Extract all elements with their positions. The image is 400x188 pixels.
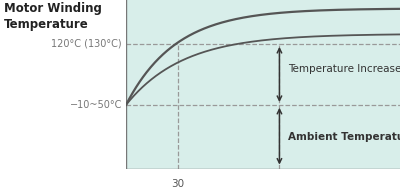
Text: 30: 30 bbox=[172, 179, 185, 188]
Text: Ambient Temperature: Ambient Temperature bbox=[288, 132, 400, 142]
Text: −10~50°C: −10~50°C bbox=[70, 100, 122, 110]
Text: Motor Winding
Temperature: Motor Winding Temperature bbox=[4, 2, 102, 31]
Text: 120°C (130°C): 120°C (130°C) bbox=[51, 39, 122, 49]
Text: Temperature Increase: Temperature Increase bbox=[288, 64, 400, 74]
